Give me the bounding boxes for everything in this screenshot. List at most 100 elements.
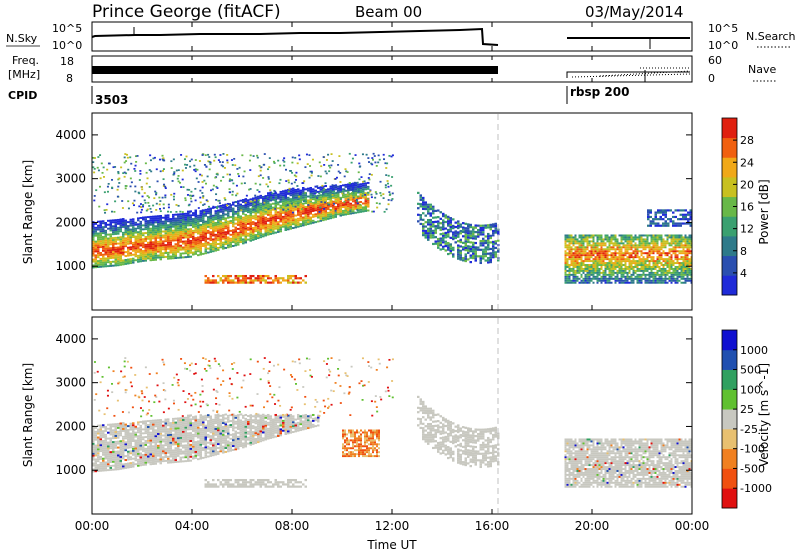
- power-pixel: [568, 246, 571, 249]
- power-pixel: [335, 176, 338, 179]
- power-pixel: [352, 212, 355, 215]
- power-pixel: [664, 234, 667, 237]
- power-pixel: [274, 211, 277, 214]
- power-pixel: [372, 152, 375, 155]
- power-pixel: [207, 247, 210, 250]
- power-pixel: [144, 201, 147, 204]
- power-pixel: [644, 248, 647, 251]
- power-pixel: [159, 218, 162, 221]
- power-pixel: [267, 274, 270, 278]
- power-pixel: [349, 206, 352, 209]
- power-pixel: [134, 227, 137, 230]
- power-pixel: [257, 227, 260, 230]
- power-pixel: [678, 236, 681, 239]
- power-pixel: [159, 224, 162, 227]
- power-pixel: [257, 229, 260, 232]
- power-pixel: [492, 247, 495, 250]
- power-pixel: [662, 260, 665, 263]
- velocity-pixel: [129, 462, 132, 465]
- power-pixel: [686, 269, 689, 272]
- power-pixel: [129, 177, 132, 180]
- power-pixel: [662, 211, 665, 214]
- power-pixel: [162, 230, 165, 233]
- power-pixel: [111, 186, 114, 189]
- power-pixel: [292, 197, 295, 200]
- power-pixel: [179, 234, 182, 237]
- power-pixel: [576, 254, 579, 257]
- power-pixel: [137, 219, 140, 222]
- power-pixel: [329, 191, 332, 194]
- power-pixel: [219, 220, 222, 223]
- power-pixel: [262, 207, 265, 210]
- power-pixel: [259, 196, 262, 199]
- power-pixel: [578, 236, 581, 239]
- power-pixel: [427, 232, 430, 235]
- power-pixel: [94, 244, 97, 247]
- power-pixel: [676, 244, 679, 247]
- power-pixel: [307, 187, 310, 190]
- power-pixel: [222, 206, 225, 209]
- power-pixel: [159, 226, 162, 229]
- power-pixel: [177, 217, 180, 220]
- power-pixel: [566, 248, 569, 251]
- power-pixel: [204, 226, 207, 229]
- power-pixel: [182, 242, 185, 245]
- power-pixel: [364, 206, 367, 208]
- power-pixel: [658, 254, 661, 257]
- power-pixel: [324, 201, 327, 204]
- power-pixel: [164, 255, 167, 258]
- power-pixel: [689, 211, 692, 214]
- power-pixel: [610, 266, 613, 268]
- power-pixel: [244, 279, 247, 282]
- power-pixel: [182, 226, 185, 229]
- power-pixel: [492, 225, 495, 228]
- power-pixel: [92, 236, 95, 239]
- power-pixel: [184, 240, 187, 243]
- power-pixel: [630, 262, 633, 265]
- power-pixel: [254, 196, 257, 199]
- power-pixel: [132, 232, 135, 235]
- power-pixel: [578, 258, 581, 261]
- power-pixel: [148, 169, 151, 171]
- power-pixel: [459, 232, 462, 235]
- power-pixel: [139, 260, 142, 263]
- power-pixel: [254, 277, 257, 280]
- power-pixel: [618, 277, 621, 280]
- power-pixel: [586, 254, 589, 257]
- power-pixel: [638, 277, 641, 280]
- power-pixel: [241, 154, 244, 157]
- power-pixel: [107, 233, 110, 236]
- velocity-pixel: [109, 457, 112, 460]
- power-pixel: [364, 192, 367, 195]
- power-pixel: [677, 218, 680, 221]
- power-pixel: [235, 184, 238, 187]
- power-pixel: [112, 260, 115, 263]
- power-pixel: [354, 193, 357, 196]
- power-pixel: [94, 254, 97, 257]
- power-pixel: [184, 256, 187, 259]
- power-pixel: [217, 159, 220, 162]
- power-pixel: [207, 243, 210, 246]
- power-pixel: [147, 257, 150, 260]
- power-pixel: [592, 269, 595, 272]
- power-pixel: [184, 224, 187, 227]
- power-pixel: [332, 186, 335, 189]
- power-pixel: [192, 235, 195, 238]
- power-pixel: [678, 240, 681, 243]
- power-pixel: [634, 242, 637, 245]
- power-pixel: [159, 258, 162, 261]
- power-pixel: [309, 200, 312, 203]
- power-pixel: [614, 277, 617, 280]
- power-pixel: [209, 163, 212, 166]
- power-pixel: [449, 230, 452, 233]
- velocity-pixel: [92, 429, 95, 432]
- power-pixel: [684, 262, 687, 265]
- power-pixel: [439, 237, 442, 240]
- power-pixel: [654, 213, 657, 216]
- power-pixel: [636, 256, 639, 259]
- power-pixel: [299, 191, 302, 194]
- power-pixel: [606, 264, 609, 267]
- power-pixel: [139, 254, 142, 257]
- power-pixel: [107, 223, 110, 226]
- power-pixel: [331, 184, 334, 186]
